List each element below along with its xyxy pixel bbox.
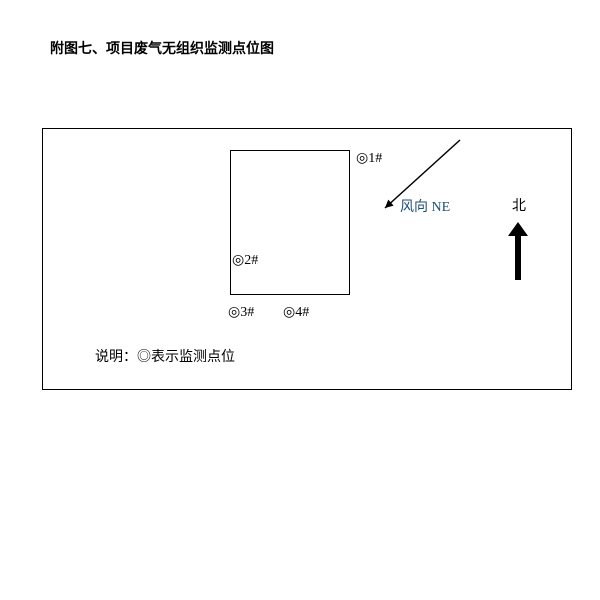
figure-title: 附图七、项目废气无组织监测点位图	[50, 38, 274, 58]
point-2: ◎2#	[232, 252, 258, 269]
point-1: ◎1#	[356, 150, 382, 167]
north-label: 北	[512, 195, 526, 215]
point-4: ◎4#	[283, 304, 309, 321]
point-3: ◎3#	[228, 304, 254, 321]
building-box	[230, 150, 350, 295]
wind-direction-label: 风向 NE	[400, 196, 450, 216]
legend-text: 说明：◎表示监测点位	[95, 346, 235, 366]
